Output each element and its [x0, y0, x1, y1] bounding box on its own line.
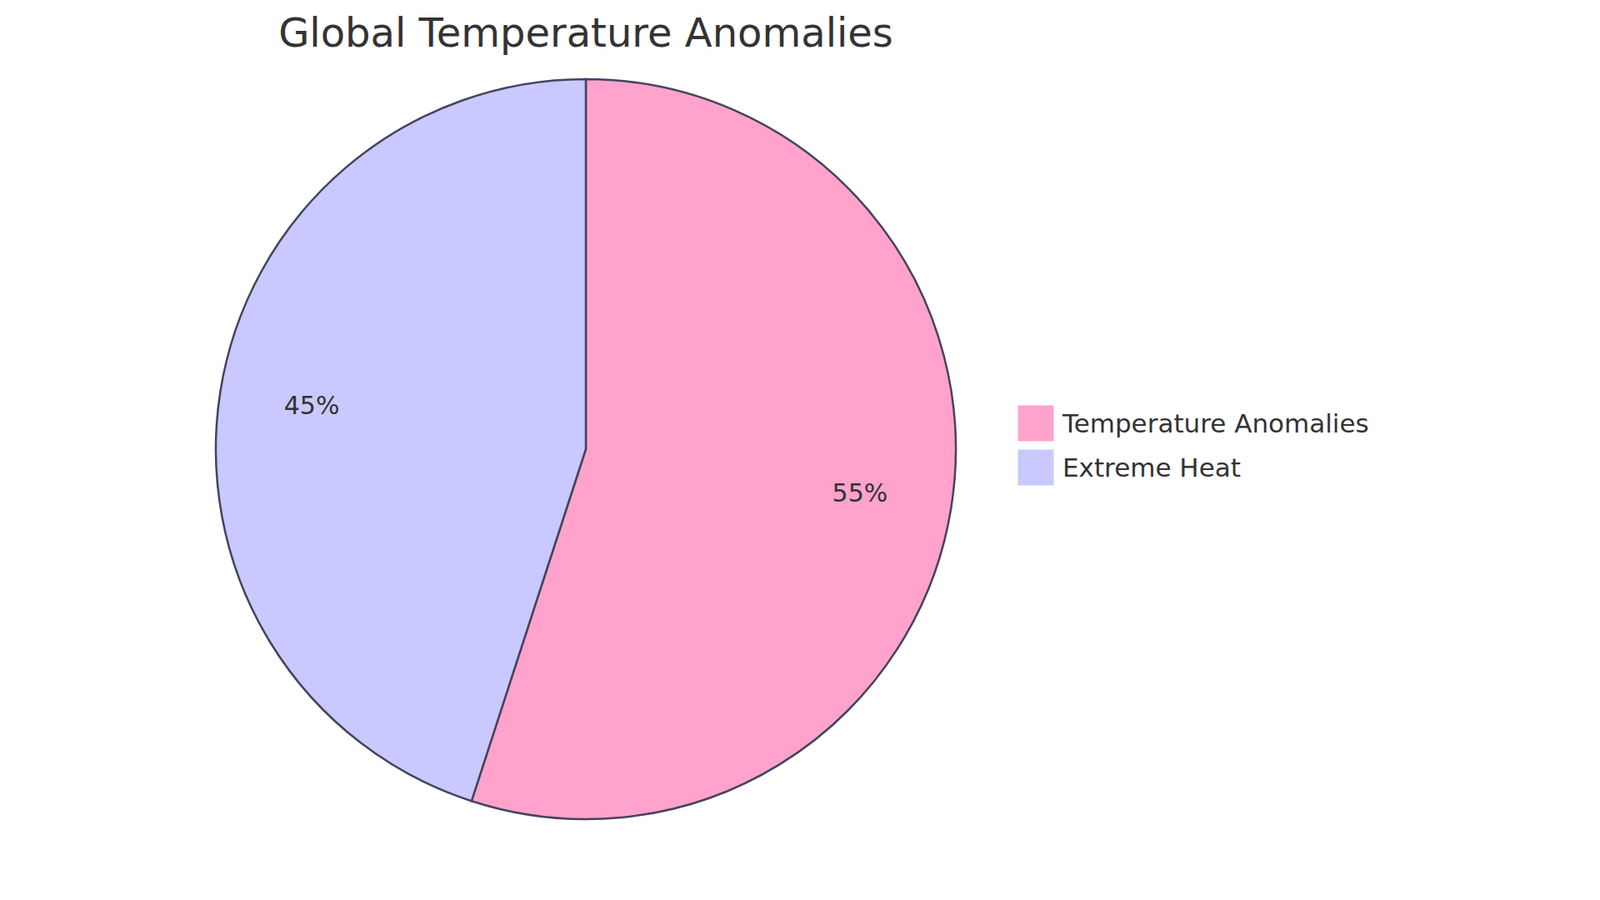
legend-label: Extreme Heat	[1062, 452, 1241, 483]
chart: Global Temperature Anomalies 55% 45% Temper…	[0, 0, 1600, 900]
data-label: 45%	[284, 390, 340, 420]
data-labels: 55% 45%	[284, 390, 888, 507]
legend-label: Temperature Anomalies	[1061, 408, 1370, 439]
pie-slice	[215, 79, 586, 801]
title: Global Temperature Anomalies	[278, 9, 894, 56]
data-label: 55%	[832, 478, 889, 508]
legend-swatch	[1017, 449, 1055, 486]
pie	[215, 79, 956, 820]
legend-swatch	[1017, 405, 1055, 442]
legend: Temperature Anomalies Extreme Heat	[1017, 405, 1370, 486]
